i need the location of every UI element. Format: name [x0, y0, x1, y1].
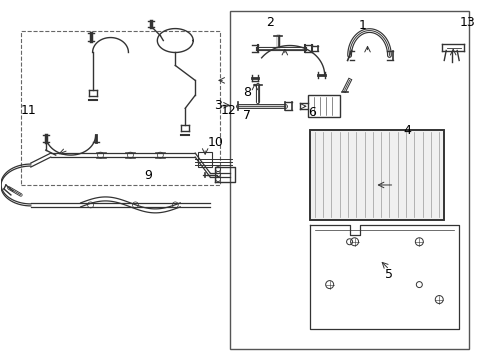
Text: 9: 9	[144, 168, 152, 181]
Bar	[21, 31, 220, 185]
Bar	[198, 152, 212, 167]
Text: 3: 3	[214, 99, 222, 112]
Text: 5: 5	[385, 268, 393, 281]
Text: 12: 12	[220, 104, 235, 117]
Text: 4: 4	[403, 124, 410, 137]
Bar	[309, 130, 443, 220]
Text: 2: 2	[265, 16, 273, 29]
Text: 1: 1	[358, 19, 366, 32]
Text: 13: 13	[458, 16, 474, 29]
Text: 11: 11	[21, 104, 37, 117]
Text: 8: 8	[243, 86, 250, 99]
Text: 10: 10	[207, 136, 223, 149]
Bar	[229, 11, 468, 349]
Text: 6: 6	[307, 106, 315, 119]
Text: 7: 7	[243, 109, 250, 122]
Bar	[307, 95, 339, 117]
Bar	[309, 130, 443, 220]
